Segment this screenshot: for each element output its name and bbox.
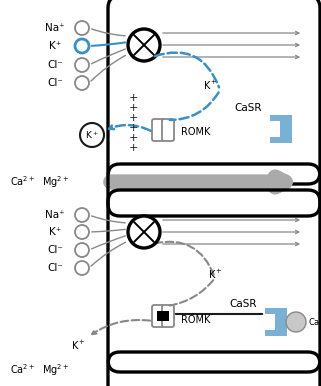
Text: K⁺: K⁺ bbox=[49, 227, 61, 237]
Bar bbox=[157, 311, 169, 321]
Bar bbox=[270, 115, 292, 143]
FancyBboxPatch shape bbox=[152, 305, 164, 327]
FancyBboxPatch shape bbox=[162, 305, 174, 327]
Bar bbox=[270, 121, 280, 137]
Text: K$^+$: K$^+$ bbox=[71, 339, 85, 352]
Text: Cl⁻: Cl⁻ bbox=[47, 78, 63, 88]
Text: Cl⁻: Cl⁻ bbox=[47, 263, 63, 273]
Text: +: + bbox=[128, 113, 138, 123]
Text: Ca$^{2+}$  Mg$^{2+}$: Ca$^{2+}$ Mg$^{2+}$ bbox=[10, 362, 69, 378]
FancyBboxPatch shape bbox=[152, 119, 164, 141]
Text: +: + bbox=[128, 103, 138, 113]
Text: CaSR: CaSR bbox=[229, 299, 257, 309]
Text: Na⁺: Na⁺ bbox=[45, 23, 65, 33]
Bar bbox=[265, 314, 275, 330]
Text: +: + bbox=[128, 143, 138, 153]
Circle shape bbox=[128, 216, 160, 248]
Bar bbox=[265, 308, 287, 336]
Text: +: + bbox=[128, 123, 138, 133]
Text: K⁺: K⁺ bbox=[49, 41, 61, 51]
Text: Ca$^{2+}$: Ca$^{2+}$ bbox=[308, 316, 321, 328]
Text: ROMK: ROMK bbox=[181, 315, 210, 325]
Text: CaSR: CaSR bbox=[234, 103, 262, 113]
Text: Cl⁻: Cl⁻ bbox=[47, 60, 63, 70]
Text: +: + bbox=[128, 133, 138, 143]
Text: K$^+$: K$^+$ bbox=[208, 267, 222, 281]
Text: Na⁺: Na⁺ bbox=[45, 210, 65, 220]
Text: K$^+$: K$^+$ bbox=[85, 129, 99, 141]
Text: ROMK: ROMK bbox=[181, 127, 210, 137]
Circle shape bbox=[286, 312, 306, 332]
Text: Ca$^{2+}$  Mg$^{2+}$: Ca$^{2+}$ Mg$^{2+}$ bbox=[10, 174, 69, 190]
Text: K$^+$: K$^+$ bbox=[203, 78, 217, 91]
Text: +: + bbox=[128, 93, 138, 103]
FancyBboxPatch shape bbox=[162, 119, 174, 141]
Circle shape bbox=[128, 29, 160, 61]
Text: Cl⁻: Cl⁻ bbox=[47, 245, 63, 255]
